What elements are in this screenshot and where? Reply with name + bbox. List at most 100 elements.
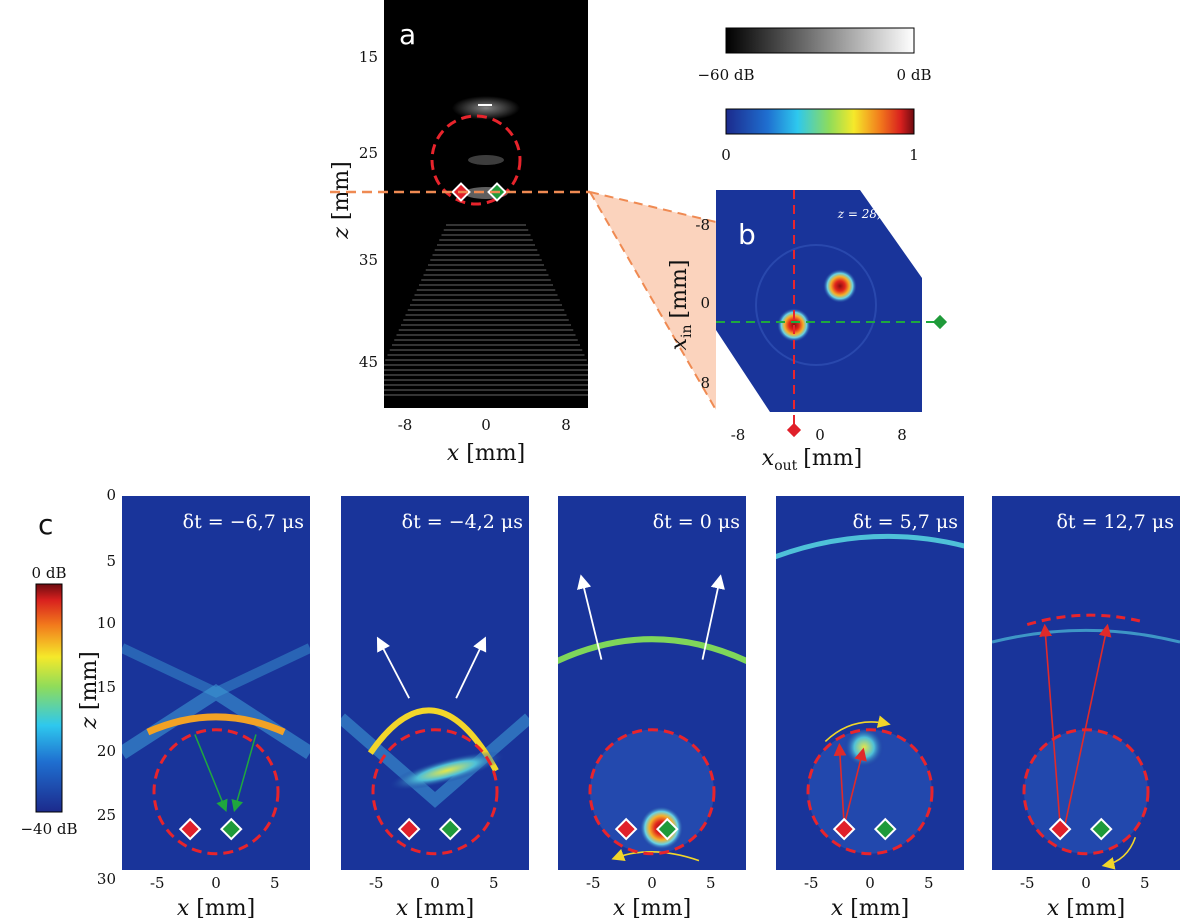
wavefront [558,636,746,665]
scatter-blob [844,727,885,768]
panel-c-ytick: 15 [97,678,116,696]
panel-c-ytick: 20 [97,742,116,760]
panel-b-ytick: -8 [695,216,710,234]
panel-a: a 15 25 35 45 -8 0 8 x [mm] z [mm] [329,0,588,466]
panel-b-ring [755,244,877,366]
panel-c-frame-label: δt = 0 μs [653,511,740,533]
wavefront [776,533,964,560]
panel-b-peak-2 [823,269,857,303]
colorbar-gray-min: −60 dB [697,66,754,84]
panel-a-ytick: 15 [359,48,378,66]
arrow [1101,837,1137,870]
panel-a-ytick: 25 [359,144,378,162]
arrow [376,636,410,699]
green-marker [873,817,897,841]
colorbar-c-bottom: −40 dB [20,820,77,838]
panel-c-ylabel: z [mm] [77,651,102,729]
panel-c-frame-label: δt = −6,7 μs [183,511,304,533]
panel-c-xtick: 0 [211,874,221,892]
panel-c-xlabel: x [mm] [1047,896,1125,921]
dashed-arc [1026,613,1146,627]
panel-c-xtick: 0 [1081,874,1091,892]
red-marker [397,817,421,841]
colorbar-jet-max: 1 [909,146,919,164]
dashed-circle [371,728,499,856]
panel-b-ylabel: xin[mm] [667,260,695,351]
arrow [701,574,725,660]
panel-c-frame-label: δt = −4,2 μs [402,511,523,533]
panel-c-xtick: -5 [150,874,165,892]
arrow [833,742,847,826]
panel-c-frame: δt = 12,7 μs -5 0 5 x [mm] [992,496,1180,921]
panel-c-ytick: 30 [97,870,116,888]
green-marker [438,817,462,841]
panel-a-xtick: 8 [561,416,571,434]
panel-b-image [716,190,922,412]
dashed-circle [806,728,934,856]
dashed-circle [588,728,716,856]
green-marker [219,817,243,841]
colorbar-gray-bar [725,27,915,54]
panel-c-xtick: -5 [586,874,601,892]
arrow [231,734,257,813]
panel-c-frame-image [341,496,529,870]
panel-b: z = 28,5 mm b -8 0 8 -8 0 8 xout [mm] xin… [667,190,948,474]
colorbar-gray: −60 dB 0 dB [697,27,932,84]
colorbar-jet: 0 1 [721,108,919,164]
panel-a-xlabel: x [mm] [447,441,525,466]
panel-c-frame-label: δt = 12,7 μs [1056,511,1174,533]
red-marker [1048,817,1072,841]
panel-b-xtick: -8 [731,426,746,444]
zoom-line-top [589,191,717,223]
panel-c-ytick: 0 [106,486,116,504]
panel-a-xtick: 0 [481,416,491,434]
panel-a-xtick: -8 [398,416,413,434]
zoom-line-bottom [589,191,717,411]
panel-b-ytick: 0 [700,294,710,312]
panel-c-letter: c [38,508,53,541]
panel-a-dashed-circle [430,114,522,206]
panel-c-xtick: 5 [270,874,280,892]
panel-c-xtick: 0 [647,874,657,892]
wavefront [122,643,310,698]
panel-a-letter: a [399,18,416,51]
panel-c-xtick: -5 [369,874,384,892]
dashed-circle [1022,728,1150,856]
panel-c: c 0 dB −40 dB 0 5 10 15 20 25 30 z [mm] … [20,486,1180,921]
arrow [824,715,891,743]
panel-a-ytick: 35 [359,251,378,269]
arrow [577,574,603,660]
red-marker [786,422,802,438]
panel-a-ytick: 45 [359,353,378,371]
panel-b-xlabel: xout [mm] [762,446,862,474]
colorbar-gray-max: 0 dB [897,66,932,84]
colorbar-c-top: 0 dB [32,564,67,582]
panel-c-ytick: 10 [97,614,116,632]
panel-a-image [384,0,588,408]
green-marker [655,817,679,841]
arrow [1064,623,1112,826]
panel-b-letter: b [738,218,756,251]
wavefront [146,713,286,736]
colorbar-jet-bar [725,108,915,135]
panel-c-xtick: 5 [1140,874,1150,892]
panel-b-depth-label: z = 28,5 mm [837,207,915,221]
panel-c-xlabel: x [mm] [613,896,691,921]
panel-c-xlabel: x [mm] [396,896,474,921]
panel-c-xtick: 5 [489,874,499,892]
panel-b-ytick: 8 [700,374,710,392]
panel-b-xtick: 8 [897,426,907,444]
panel-c-xtick: -5 [1020,874,1035,892]
arrow [1039,623,1061,826]
scatter-region [590,729,714,854]
green-marker [932,314,948,330]
panel-c-xlabel: x [mm] [177,896,255,921]
red-marker [614,817,638,841]
panel-c-frame: δt = −6,7 μs -5 0 5 x [mm] [122,496,310,921]
panel-c-ytick: 25 [97,806,116,824]
green-marker [1089,817,1113,841]
panel-c-xtick: 0 [430,874,440,892]
panel-b-xtick: 0 [815,426,825,444]
panel-c-xtick: 0 [865,874,875,892]
panel-c-frame: δt = 0 μs -5 0 5 x [mm] [558,496,746,921]
